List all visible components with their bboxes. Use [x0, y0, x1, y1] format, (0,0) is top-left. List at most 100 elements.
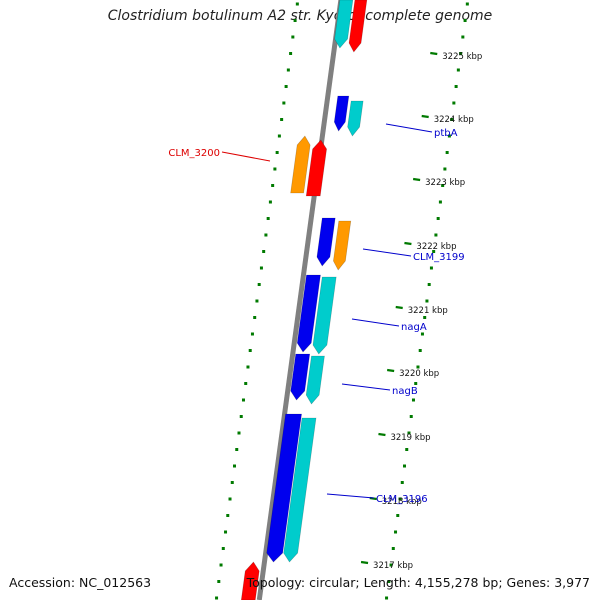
genome-title: Clostridium botulinum A2 str. Kyoto, com…: [107, 8, 493, 24]
ring-dot: [447, 134, 451, 138]
genome-summary-text: Topology: circular; Length: 4,155,278 bp…: [246, 575, 590, 590]
gene-label-leader: [341, 383, 391, 391]
ring-dot: [452, 101, 456, 105]
genes-layer: [240, 0, 368, 600]
tick-label: 3218 kbp: [382, 497, 422, 507]
ring-dot: [400, 481, 404, 484]
ring-dot: [259, 266, 263, 270]
ring-dot: [217, 580, 221, 583]
gene-label-leader: [351, 318, 400, 327]
ring-dot: [230, 481, 234, 484]
gene-label[interactable]: CLM_3196: [376, 494, 428, 505]
gene-label[interactable]: CLM_3199: [413, 252, 465, 263]
ring-dot: [280, 118, 284, 121]
ring-dot: [441, 184, 445, 187]
ring-dot: [434, 233, 438, 237]
ring-dot: [398, 497, 402, 501]
ring-dot: [463, 19, 467, 22]
ring-dot: [221, 547, 225, 550]
tick-label: 3225 kbp: [442, 52, 482, 62]
ring-dot: [411, 398, 415, 402]
ring-dot: [215, 596, 219, 600]
gene-arrow-forward: [266, 413, 302, 563]
ring-dot: [389, 563, 393, 567]
gene-label[interactable]: ptbA: [434, 128, 458, 139]
ring-dot: [246, 365, 250, 369]
ring-dot: [257, 283, 261, 286]
ring-dot: [445, 151, 449, 154]
ring-dot: [284, 85, 288, 88]
ring-dot: [268, 200, 272, 204]
ring-dot: [405, 448, 409, 451]
tick-mark: [404, 241, 412, 246]
ring-dot: [423, 316, 427, 319]
tick-label: 3224 kbp: [434, 115, 474, 125]
ring-dot: [396, 514, 400, 517]
ring-dot: [253, 316, 257, 319]
ring-dot: [429, 266, 433, 270]
ring-dot: [239, 415, 243, 418]
ring-dot: [219, 563, 223, 567]
ring-dot: [275, 151, 279, 154]
gene-arrow-reverse: [290, 135, 311, 194]
tick-mark: [430, 51, 438, 56]
tick-label: 3222 kbp: [416, 242, 456, 252]
tick-mark: [421, 114, 429, 119]
ring-dot: [403, 464, 407, 468]
backbone-layer: [256, 0, 344, 600]
gene-label-leader: [326, 493, 375, 499]
ring-dot: [291, 35, 295, 39]
gene-label-leader: [362, 248, 412, 257]
ring-dot: [454, 85, 458, 88]
ring-dot: [459, 52, 463, 55]
tick-label: 3223 kbp: [425, 178, 465, 188]
gene-arrow-forward: [296, 274, 321, 353]
gene-arrow-forward: [316, 217, 336, 267]
ring-dot: [277, 134, 281, 138]
ring-dot: [427, 283, 431, 286]
gene-arrow-forward: [290, 353, 311, 401]
tick-mark: [412, 177, 421, 182]
gene-arrow-forward: [312, 276, 337, 355]
tick-label: 3221 kbp: [408, 306, 448, 316]
gene-label[interactable]: nagB: [392, 386, 418, 397]
ring-dot: [394, 530, 398, 534]
tick-dots-layer: [215, 2, 469, 600]
gene-label-leader: [221, 151, 271, 162]
ring-dot: [241, 398, 245, 402]
ring-dot: [264, 233, 268, 237]
gene-arrow-forward: [334, 0, 354, 49]
gene-arrow-forward: [347, 100, 364, 137]
gene-arrow-reverse: [305, 139, 327, 197]
ring-dot: [255, 299, 259, 303]
ring-dot: [248, 349, 252, 352]
ring-dot: [271, 184, 275, 187]
ring-dot: [295, 2, 299, 6]
ring-dot: [432, 250, 436, 253]
tick-mark: [378, 432, 386, 437]
tick-label: 3217 kbp: [373, 561, 413, 571]
ring-dot: [438, 200, 442, 204]
ring-dot: [235, 448, 239, 451]
gene-label-leader: [385, 123, 433, 133]
ring-dot: [237, 431, 241, 435]
ring-dot: [456, 68, 460, 72]
ring-dot: [244, 382, 248, 385]
ring-dot: [436, 217, 440, 220]
ring-dot: [407, 431, 411, 435]
gene-label[interactable]: CLM_3200: [168, 148, 220, 159]
gene-label[interactable]: nagA: [401, 322, 427, 333]
ring-dot: [250, 332, 254, 336]
ring-dot: [293, 19, 297, 22]
ring-dot: [387, 580, 391, 583]
ring-dot: [233, 464, 237, 468]
ring-dot: [286, 68, 290, 72]
tick-mark: [360, 560, 369, 565]
tick-label: 3220 kbp: [399, 369, 439, 379]
ring-dot: [465, 2, 469, 6]
ring-dot: [266, 217, 270, 220]
tick-mark: [386, 368, 395, 373]
ring-dot: [416, 365, 420, 369]
